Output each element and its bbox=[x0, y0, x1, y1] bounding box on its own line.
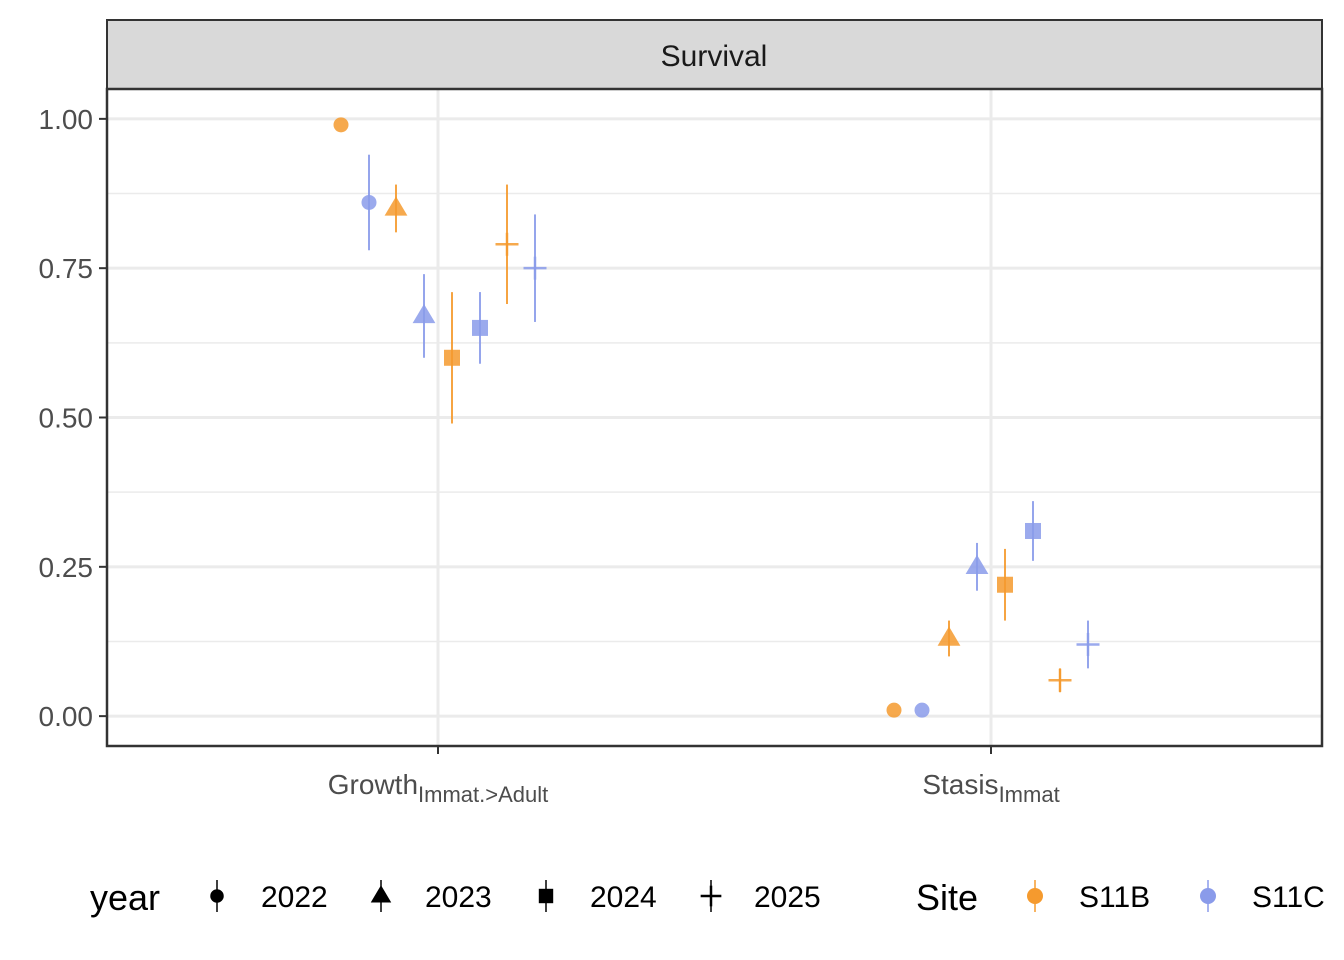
data-point-S11C-2022 bbox=[914, 702, 930, 718]
x-tick-label: GrowthImmat.>Adult bbox=[328, 769, 548, 807]
data-point-S11B-2023 bbox=[937, 620, 961, 657]
point-marker bbox=[361, 194, 377, 210]
point-marker bbox=[444, 349, 460, 366]
data-point-S11C-2025 bbox=[1076, 620, 1100, 669]
data-point-S11C-2025 bbox=[523, 214, 547, 322]
y-axis: 0.00 0.25 0.50 0.75 1.00 bbox=[39, 104, 107, 732]
data-point-S11B-2024 bbox=[444, 292, 460, 424]
y-tick-label: 0.25 bbox=[39, 552, 94, 583]
data-point-S11B-2022 bbox=[333, 117, 349, 133]
year-legend-label: 2025 bbox=[754, 881, 821, 914]
year-legend-label: 2023 bbox=[425, 881, 492, 914]
legend-key-circle bbox=[1027, 888, 1043, 904]
data-point-S11C-2023 bbox=[965, 542, 989, 591]
point-marker bbox=[1048, 668, 1072, 692]
data-point-S11C-2022 bbox=[361, 154, 377, 251]
point-marker bbox=[412, 303, 436, 324]
year-legend-item-2025: 2025 bbox=[700, 880, 821, 914]
site-legend-label: S11B bbox=[1079, 881, 1150, 914]
site-legend-label: S11C bbox=[1252, 881, 1325, 914]
facet-strip bbox=[106, 19, 1323, 90]
point-marker bbox=[937, 626, 961, 646]
data-marks bbox=[333, 117, 1100, 718]
data-point-S11B-2025 bbox=[1048, 668, 1072, 693]
point-marker bbox=[1025, 522, 1041, 539]
point-marker bbox=[384, 196, 408, 216]
year-legend-item-2023: 2023 bbox=[370, 880, 492, 914]
y-tick-label: 0.75 bbox=[39, 253, 94, 284]
x-tick-label: StasisImmat bbox=[922, 769, 1059, 807]
point-marker bbox=[1076, 632, 1100, 656]
point-marker bbox=[965, 554, 989, 575]
point-marker bbox=[495, 232, 519, 256]
year-legend-label: 2022 bbox=[261, 881, 328, 914]
point-marker bbox=[523, 256, 547, 280]
site-legend-item-S11B: S11B bbox=[1027, 880, 1150, 914]
point-marker bbox=[886, 702, 902, 718]
year-legend-item-2022: 2022 bbox=[210, 880, 328, 914]
data-point-S11B-2022 bbox=[886, 702, 902, 718]
point-marker bbox=[997, 576, 1013, 593]
y-tick-label: 0.00 bbox=[39, 701, 94, 732]
point-marker bbox=[914, 702, 930, 718]
year-legend: year 2022 2023 2024 2025 bbox=[90, 877, 821, 918]
point-marker bbox=[333, 117, 349, 133]
year-legend-title: year bbox=[90, 877, 160, 918]
y-tick-label: 0.50 bbox=[39, 403, 94, 434]
site-legend: Site S11B S11C bbox=[916, 877, 1325, 918]
facet-title: Survival bbox=[661, 40, 768, 73]
data-point-S11C-2024 bbox=[1025, 501, 1041, 561]
x-axis: GrowthImmat.>Adult StasisImmat bbox=[328, 746, 1060, 807]
data-point-S11C-2024 bbox=[472, 292, 488, 364]
site-legend-item-S11C: S11C bbox=[1200, 880, 1325, 914]
site-legend-title: Site bbox=[916, 877, 978, 918]
year-legend-label: 2024 bbox=[590, 881, 657, 914]
year-legend-item-2024: 2024 bbox=[538, 880, 657, 914]
y-tick-label: 1.00 bbox=[39, 104, 94, 135]
gridlines bbox=[107, 89, 1322, 746]
legend-key-circle bbox=[1200, 888, 1216, 904]
point-marker bbox=[472, 319, 488, 336]
data-point-S11B-2023 bbox=[384, 184, 408, 233]
data-point-S11B-2025 bbox=[495, 184, 519, 305]
data-point-S11B-2024 bbox=[997, 548, 1013, 621]
data-point-S11C-2023 bbox=[412, 274, 436, 358]
